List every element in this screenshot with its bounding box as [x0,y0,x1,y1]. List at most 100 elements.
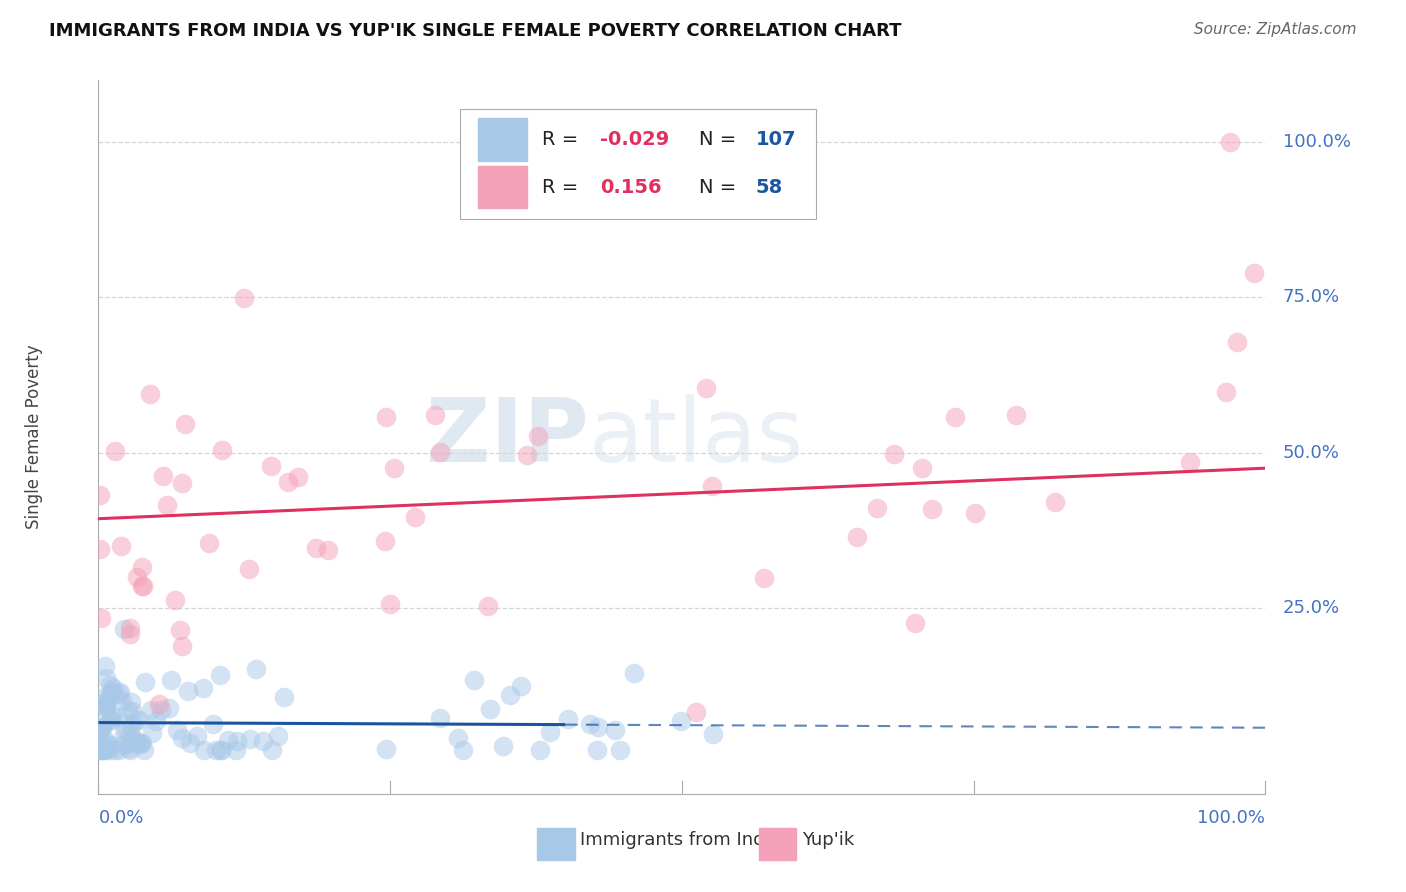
Point [118,621,141,635]
Point [903,615,925,630]
Point [429,711,451,725]
Point [93,743,115,757]
Point [260,743,283,757]
FancyBboxPatch shape [537,828,575,860]
Point [128,737,150,751]
Point [117,703,139,717]
Point [157,700,180,714]
Point [702,726,724,740]
Point [382,460,405,475]
Point [134,674,156,689]
Point [125,735,148,749]
Point [685,705,707,719]
Point [96,738,118,752]
Text: Yup'ik: Yup'ik [801,831,855,849]
Point [134,743,156,757]
Point [529,743,551,757]
Point [374,741,396,756]
Text: Source: ZipAtlas.com: Source: ZipAtlas.com [1194,22,1357,37]
Point [238,562,260,576]
Point [447,731,470,745]
Point [93,658,115,673]
Point [148,697,170,711]
Point [179,736,201,750]
Point [108,685,131,699]
Point [669,714,692,728]
Point [492,739,515,753]
Point [91,720,114,734]
Point [120,627,142,641]
Point [118,743,141,757]
Text: R =: R = [541,178,578,197]
Point [122,731,145,745]
Point [90,611,112,625]
Point [510,679,533,693]
Point [94,743,117,757]
Point [557,712,579,726]
Point [169,624,191,638]
Point [260,458,283,473]
Point [603,723,626,737]
Text: ZIP: ZIP [426,393,589,481]
Point [209,743,232,757]
Point [245,662,267,676]
Point [94,698,117,713]
Point [1005,409,1028,423]
Point [1219,136,1241,150]
Point [89,691,111,706]
Point [211,443,233,458]
Point [112,727,135,741]
Text: 50.0%: 50.0% [1282,443,1340,461]
Point [239,732,262,747]
Point [1243,266,1265,280]
Point [586,743,609,757]
Point [115,724,138,739]
Point [588,720,610,734]
Point [152,469,174,483]
Point [170,639,193,653]
Text: 58: 58 [755,178,783,197]
Point [374,534,396,549]
Point [112,622,135,636]
Point [165,593,187,607]
Text: 75.0%: 75.0% [1282,288,1340,307]
Text: 100.0%: 100.0% [1282,133,1351,152]
Point [94,699,117,714]
Point [623,665,645,680]
Point [201,716,224,731]
Point [609,743,631,757]
Text: 0.0%: 0.0% [98,809,143,828]
Point [911,461,934,475]
FancyBboxPatch shape [759,828,796,860]
Point [477,599,499,613]
Point [100,713,122,727]
Point [156,498,179,512]
Point [305,541,328,556]
Point [963,506,986,520]
Point [94,741,117,756]
Point [1226,334,1249,349]
FancyBboxPatch shape [478,166,527,209]
Point [1178,455,1201,469]
Point [141,726,163,740]
Point [101,681,124,695]
Point [526,429,548,443]
Point [103,688,125,702]
Point [404,509,426,524]
Point [89,541,111,556]
Point [100,686,122,700]
Text: -0.029: -0.029 [600,130,669,149]
Point [252,733,274,747]
Point [100,685,122,699]
Point [104,443,127,458]
Text: IMMIGRANTS FROM INDIA VS YUP'IK SINGLE FEMALE POVERTY CORRELATION CHART: IMMIGRANTS FROM INDIA VS YUP'IK SINGLE F… [49,22,901,40]
Point [94,671,117,685]
Point [943,410,966,425]
Point [191,681,214,696]
Point [186,729,208,743]
Text: atlas: atlas [589,393,804,481]
Point [149,703,172,717]
Point [91,742,114,756]
Point [160,673,183,687]
Point [111,694,134,708]
